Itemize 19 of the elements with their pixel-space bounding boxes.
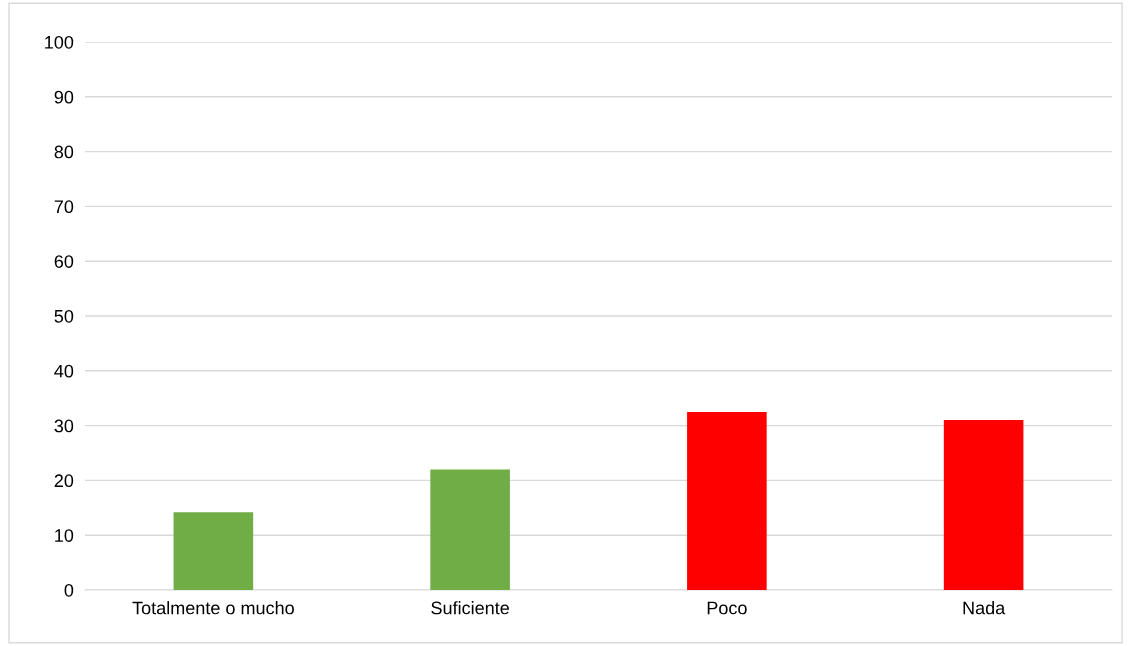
x-tick-label: Suficiente: [431, 601, 509, 615]
y-tick-label: 50: [54, 309, 74, 323]
bar: [943, 420, 1024, 590]
x-tick-label: Poco: [707, 601, 747, 615]
y-tick-label: 60: [54, 255, 74, 268]
y-tick-label: 20: [54, 474, 74, 488]
y-tick-label: 100: [45, 35, 74, 49]
y-tick-label: 10: [55, 529, 74, 542]
y-tick-label: 80: [54, 145, 74, 159]
bar: [430, 469, 510, 590]
y-tick-label: 30: [54, 419, 74, 433]
y-tick-label: 40: [54, 364, 74, 378]
y-tick-label: 0: [64, 583, 74, 597]
y-tick-label: 70: [54, 200, 74, 214]
y-tick-label: 90: [54, 90, 74, 104]
x-tick-label: Totalmente o mucho: [132, 601, 294, 615]
bar: [687, 411, 767, 590]
x-tick-label: Nada: [963, 601, 1006, 615]
bar: [173, 512, 254, 590]
